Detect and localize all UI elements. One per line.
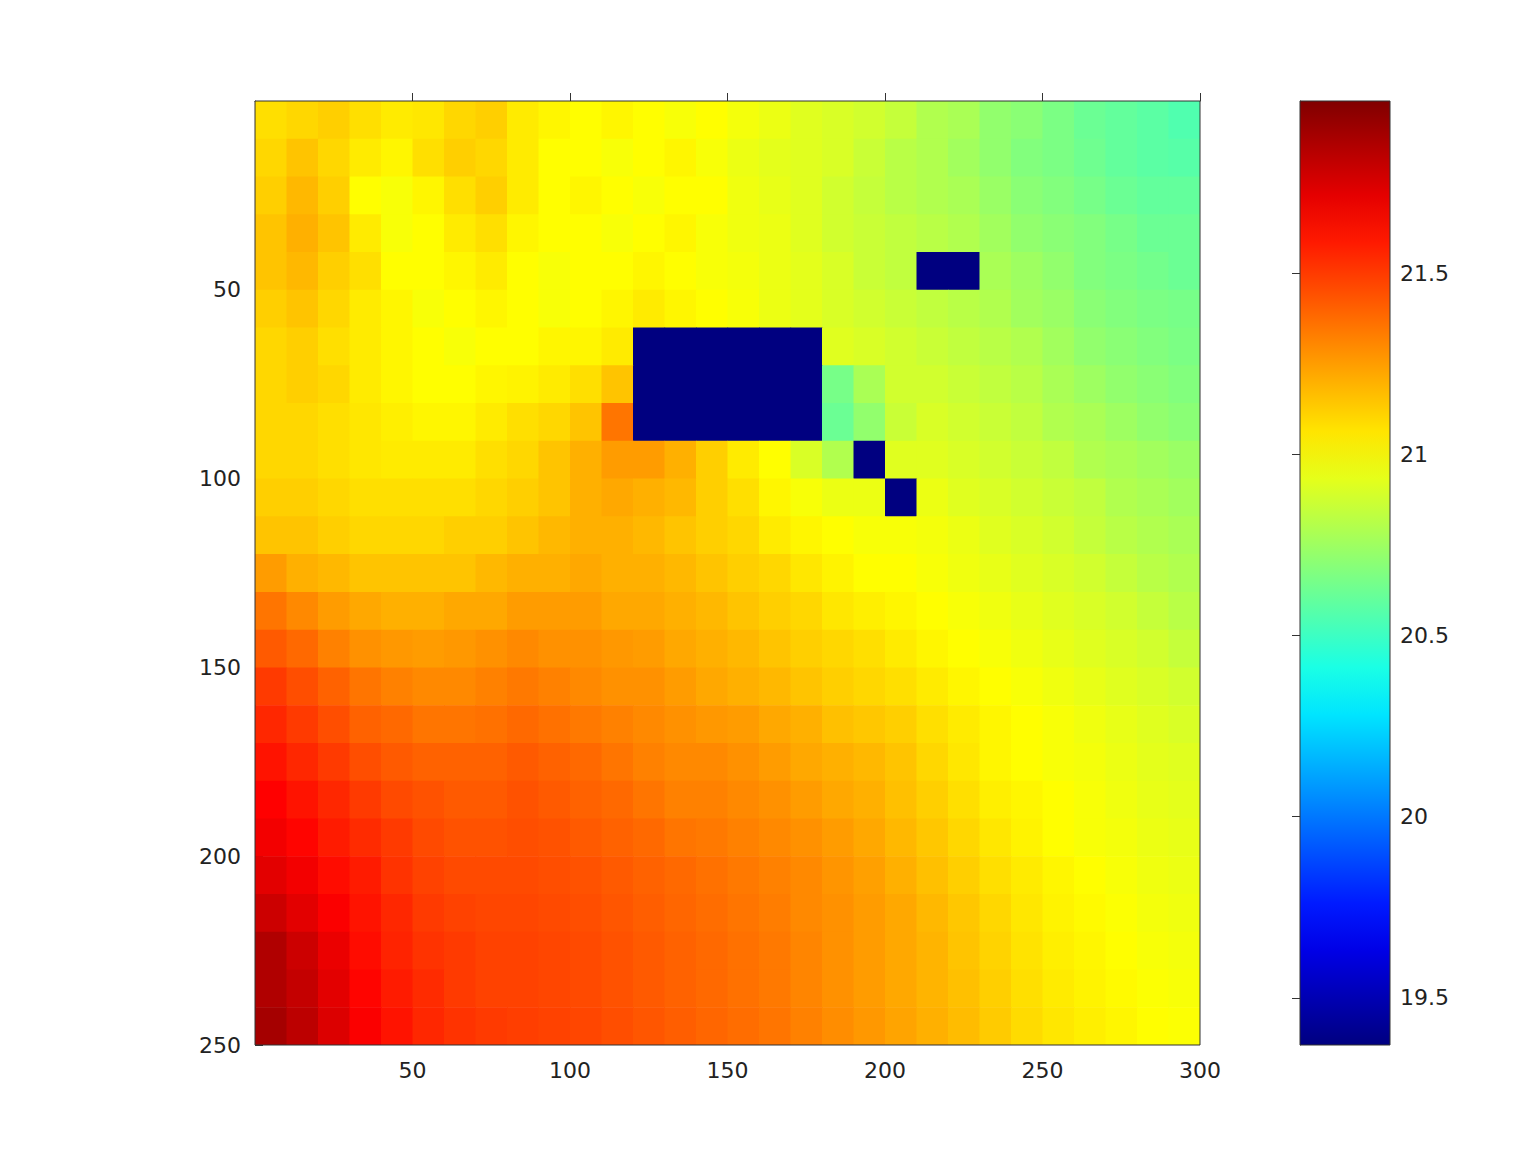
- svg-text:21.5: 21.5: [1400, 261, 1449, 286]
- svg-text:250: 250: [199, 1033, 241, 1058]
- svg-text:200: 200: [199, 844, 241, 869]
- svg-text:150: 150: [707, 1058, 749, 1083]
- svg-text:100: 100: [199, 466, 241, 491]
- svg-text:20.5: 20.5: [1400, 623, 1449, 648]
- svg-text:300: 300: [1179, 1058, 1221, 1083]
- svg-text:20: 20: [1400, 804, 1428, 829]
- svg-text:150: 150: [199, 655, 241, 680]
- svg-text:100: 100: [549, 1058, 591, 1083]
- svg-text:19.5: 19.5: [1400, 985, 1449, 1010]
- svg-text:50: 50: [213, 277, 241, 302]
- svg-text:200: 200: [864, 1058, 906, 1083]
- svg-text:21: 21: [1400, 442, 1428, 467]
- svg-text:250: 250: [1022, 1058, 1064, 1083]
- svg-text:50: 50: [399, 1058, 427, 1083]
